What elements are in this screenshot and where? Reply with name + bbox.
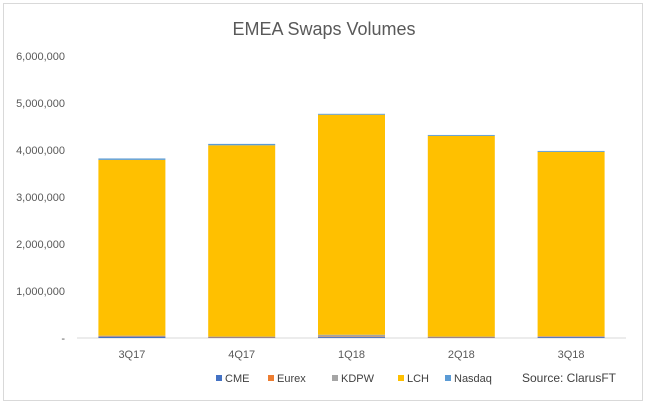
x-tick-label: 3Q17 (118, 349, 145, 361)
y-tick-label: 4,000,000 (16, 145, 65, 157)
x-tick-label: 4Q17 (228, 349, 255, 361)
bar-kdpw-1q18 (318, 334, 385, 337)
bar-nasdaq-2q18 (427, 134, 495, 136)
legend-swatch-eurex (268, 375, 274, 381)
y-tick-label: 2,000,000 (16, 239, 65, 251)
bar-cme-3q17 (98, 336, 166, 338)
legend-label-lch: LCH (407, 373, 429, 385)
y-tick-label: 6,000,000 (16, 51, 65, 63)
legend-label-eurex: Eurex (277, 373, 306, 385)
x-tick-label: 3Q18 (558, 349, 585, 361)
chart-canvas: EMEA Swaps Volumes - 1,000,000 2,000,000 3,… (16, 19, 626, 385)
bar-nasdaq-4q17 (208, 143, 276, 146)
chart-title: EMEA Swaps Volumes (232, 19, 415, 39)
legend-label-nasdaq: Nasdaq (454, 373, 492, 385)
bar-lch-2q18 (427, 135, 495, 337)
y-tick-label: 5,000,000 (16, 98, 65, 110)
source-label: Source: ClarusFT (522, 371, 617, 385)
bar-lch-3q17 (98, 159, 166, 336)
legend-swatch-nasdaq (445, 375, 451, 381)
legend-label-kdpw: KDPW (341, 373, 375, 385)
bar-cme-1q18 (318, 337, 385, 338)
legend-swatch-cme (216, 375, 222, 381)
legend-swatch-kdpw (332, 375, 338, 381)
bar-nasdaq-1q18 (318, 113, 385, 115)
legend-swatch-lch (398, 375, 404, 381)
x-tick-label: 1Q18 (338, 349, 365, 361)
bar-lch-1q18 (318, 114, 385, 335)
bar-lch-3q18 (537, 151, 605, 337)
y-tick-label: 3,000,000 (16, 192, 65, 204)
bar-cme-3q18 (537, 337, 605, 338)
legend-label-cme: CME (225, 373, 249, 385)
bar-lch-4q17 (208, 145, 276, 337)
chart-frame: EMEA Swaps Volumes - 1,000,000 2,000,000 3,… (3, 3, 643, 401)
y-tick-label: 1,000,000 (16, 286, 65, 298)
x-tick-label: 2Q18 (448, 349, 475, 361)
bar-nasdaq-3q18 (537, 150, 605, 152)
bar-nasdaq-3q17 (98, 158, 166, 160)
y-tick-label: - (61, 333, 65, 345)
